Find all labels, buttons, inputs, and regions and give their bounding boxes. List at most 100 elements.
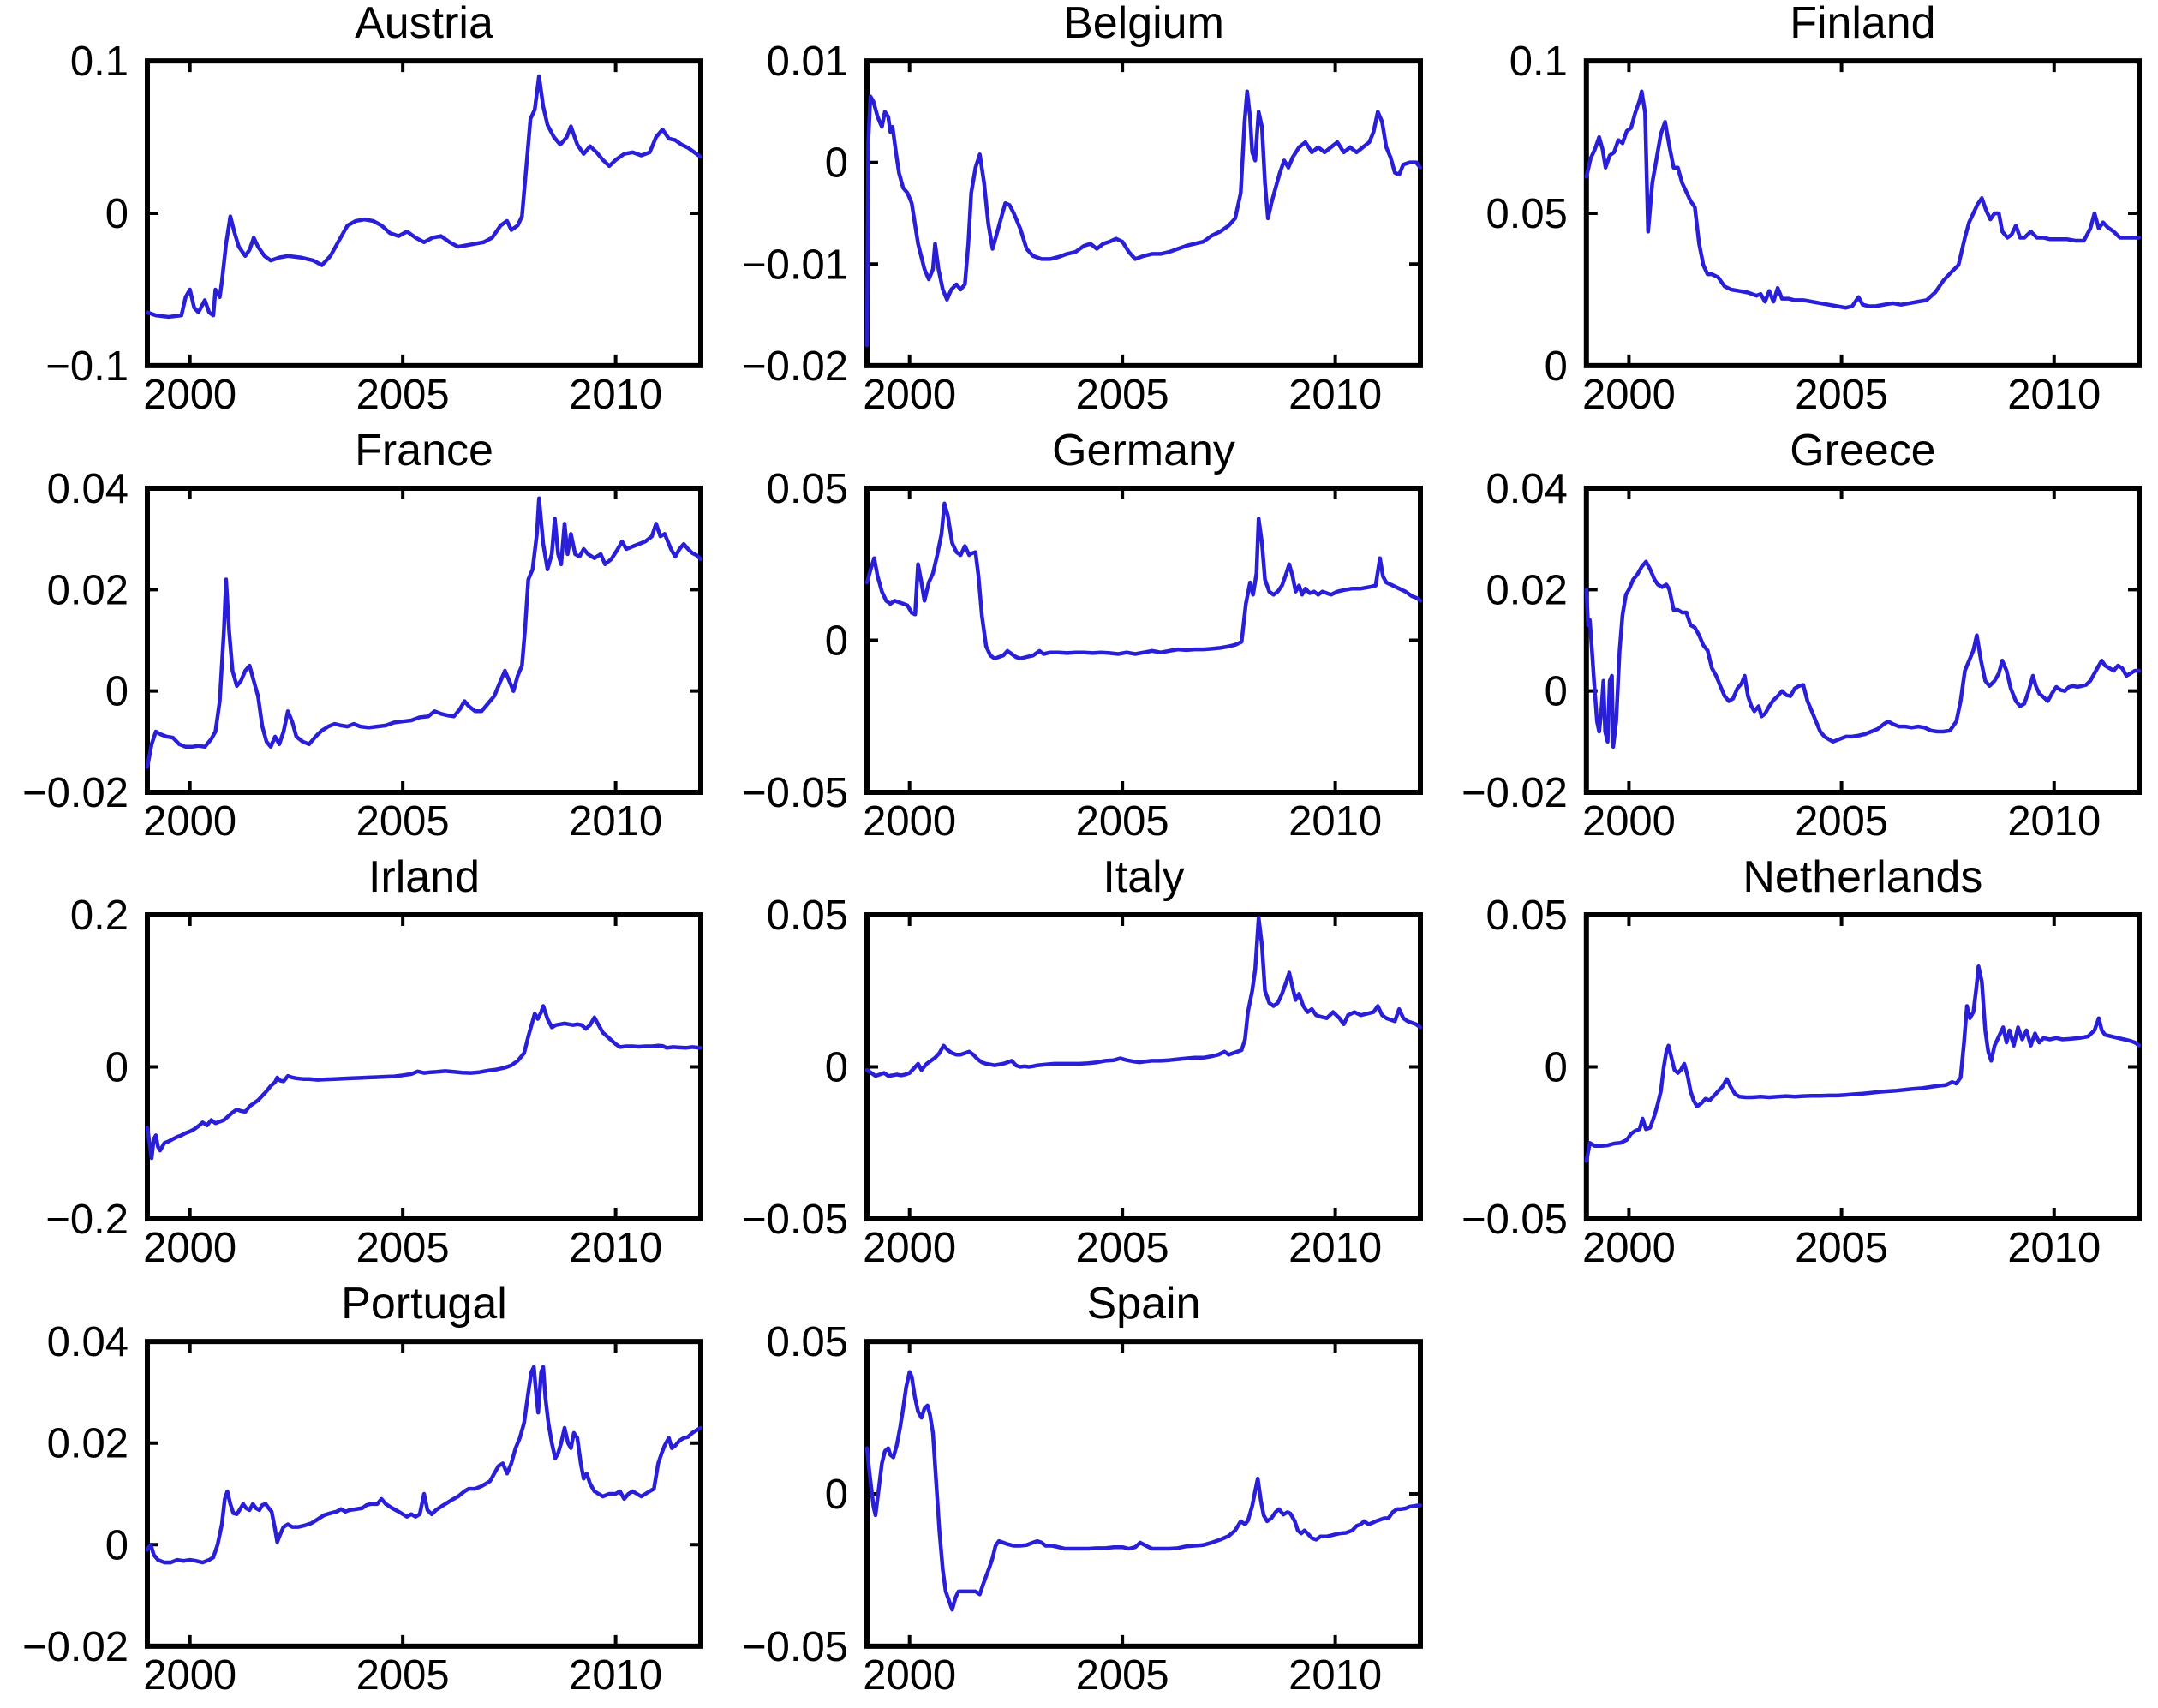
x-tick-label: 2005 — [1076, 1652, 1169, 1699]
subplot-greece: Greece −0.02 0 0.02 0.04 2000 2005 2010 — [1439, 427, 2158, 854]
x-tick-label: 2010 — [1288, 1225, 1382, 1271]
chart-title: Portugal — [341, 1281, 507, 1329]
x-tick-label: 2000 — [143, 372, 236, 418]
series-line-france — [145, 496, 703, 769]
plot-box — [1583, 912, 2143, 1221]
chart-canvas-portugal: Portugal −0.02 0 0.02 0.04 2000 2005 2010 — [22, 1281, 703, 1699]
axis-tick-marks — [147, 59, 701, 367]
x-tick-label: 2005 — [1076, 1225, 1169, 1271]
x-tick-label: 2000 — [1582, 1225, 1676, 1271]
y-tick-label: −0.02 — [22, 1624, 129, 1670]
x-tick-label: 2010 — [1288, 1652, 1382, 1699]
y-tick-label: 0.2 — [70, 893, 129, 939]
plot-box — [864, 912, 1423, 1221]
y-tick-label: 0 — [1545, 669, 1568, 715]
y-tick-label: 0 — [105, 1522, 129, 1568]
chart-title: France — [355, 427, 493, 475]
subplot-italy: Italy −0.05 0 0.05 2000 2005 2010 — [720, 854, 1439, 1281]
x-tick-label: 2000 — [863, 1652, 956, 1699]
x-tick-label: 2005 — [1076, 372, 1169, 418]
subplot-france: France −0.02 0 0.02 0.04 2000 2005 2010 — [0, 427, 720, 854]
series-line-netherlands — [1584, 964, 2142, 1163]
y-tick-label: 0.02 — [47, 1421, 129, 1467]
y-tick-label: 0 — [825, 1472, 848, 1518]
series-line-greece — [1584, 559, 2142, 749]
chart-title: Netherlands — [1743, 854, 1982, 902]
y-tick-label: 0.05 — [767, 1319, 848, 1365]
x-tick-label: 2005 — [1795, 1225, 1888, 1271]
x-tick-label: 2000 — [143, 798, 236, 845]
chart-title: Austria — [355, 0, 493, 48]
subplot-netherlands: Netherlands −0.05 0 0.05 2000 2005 2010 — [1439, 854, 2158, 1281]
axis-tick-marks — [1586, 913, 2140, 1221]
y-tick-label: −0.05 — [1462, 1197, 1568, 1243]
x-tick-label: 2000 — [1582, 372, 1676, 418]
series-line-portugal — [145, 1365, 703, 1565]
y-tick-label: 0.05 — [1486, 191, 1568, 237]
plot-box — [145, 58, 703, 368]
chart-title: Spain — [1087, 1281, 1201, 1329]
series-line-belgium — [864, 89, 1423, 348]
series-line-spain — [864, 1370, 1423, 1612]
chart-canvas-france: France −0.02 0 0.02 0.04 2000 2005 2010 — [22, 427, 703, 845]
chart-canvas-netherlands: Netherlands −0.05 0 0.05 2000 2005 2010 — [1462, 854, 2143, 1271]
subplot-irland: Irland −0.2 0 0.2 2000 2005 2010 — [0, 854, 720, 1281]
plot-box — [1583, 486, 2143, 795]
y-tick-label: 0.1 — [1509, 39, 1568, 85]
y-tick-label: −0.05 — [742, 770, 848, 816]
axis-tick-marks — [147, 913, 701, 1221]
y-tick-label: 0.05 — [1486, 893, 1568, 939]
x-tick-label: 2000 — [143, 1652, 236, 1699]
chart-canvas-italy: Italy −0.05 0 0.05 2000 2005 2010 — [742, 854, 1423, 1271]
axis-tick-marks — [867, 913, 1420, 1221]
chart-canvas-germany: Germany −0.05 0 0.05 2000 2005 2010 — [742, 427, 1423, 845]
x-tick-label: 2010 — [569, 798, 662, 845]
y-tick-label: 0.02 — [1486, 567, 1568, 613]
chart-canvas-irland: Irland −0.2 0 0.2 2000 2005 2010 — [45, 854, 703, 1271]
x-tick-label: 2000 — [863, 372, 956, 418]
y-tick-label: −0.02 — [1462, 770, 1568, 816]
y-tick-label: 0 — [105, 191, 129, 237]
chart-canvas-greece: Greece −0.02 0 0.02 0.04 2000 2005 2010 — [1462, 427, 2143, 845]
y-tick-label: 0.05 — [767, 893, 848, 939]
subplot-belgium: Belgium −0.02 −0.01 0 0.01 2000 2005 2010 — [720, 0, 1439, 427]
plot-box — [1583, 58, 2143, 368]
plot-box — [145, 486, 703, 795]
x-tick-label: 2010 — [2007, 1225, 2101, 1271]
y-tick-label: 0 — [1545, 1044, 1568, 1090]
plot-box — [145, 912, 703, 1221]
y-tick-label: 0.02 — [47, 567, 129, 613]
x-tick-label: 2010 — [1288, 372, 1382, 418]
chart-canvas-spain: Spain −0.05 0 0.05 2000 2005 2010 — [742, 1281, 1423, 1699]
subplot-spain: Spain −0.05 0 0.05 2000 2005 2010 — [720, 1281, 1439, 1708]
axis-tick-marks — [147, 1340, 701, 1648]
y-tick-label: −0.01 — [742, 242, 848, 288]
chart-canvas-austria: Austria −0.1 0 0.1 2000 2005 2010 — [45, 0, 703, 418]
x-tick-label: 2005 — [356, 798, 450, 845]
x-tick-label: 2005 — [1076, 798, 1169, 845]
x-tick-label: 2000 — [143, 1225, 236, 1271]
y-tick-label: −0.05 — [742, 1197, 848, 1243]
y-tick-label: 0.04 — [47, 1319, 129, 1365]
axis-tick-marks — [1586, 59, 2140, 367]
series-line-germany — [864, 501, 1423, 661]
chart-title: Finland — [1790, 0, 1935, 48]
y-tick-label: 0 — [105, 1045, 129, 1091]
subplot-austria: Austria −0.1 0 0.1 2000 2005 2010 — [0, 0, 720, 427]
x-tick-label: 2010 — [569, 1225, 662, 1271]
series-line-irland — [145, 1004, 703, 1161]
axis-tick-marks — [147, 487, 701, 794]
x-tick-label: 2010 — [569, 1652, 662, 1699]
x-tick-label: 2010 — [2007, 372, 2101, 418]
y-tick-label: 0.01 — [767, 39, 848, 85]
y-tick-label: −0.2 — [45, 1197, 129, 1243]
y-tick-label: 0 — [825, 140, 848, 187]
x-tick-label: 2000 — [1582, 798, 1676, 845]
chart-title: Germany — [1052, 427, 1235, 475]
x-tick-label: 2005 — [1795, 372, 1888, 418]
subplot-finland: Finland 0 0.05 0.1 2000 2005 2010 — [1439, 0, 2158, 427]
series-line-italy — [864, 916, 1423, 1078]
y-tick-label: 0 — [1545, 343, 1568, 390]
y-tick-label: 0 — [825, 618, 848, 665]
